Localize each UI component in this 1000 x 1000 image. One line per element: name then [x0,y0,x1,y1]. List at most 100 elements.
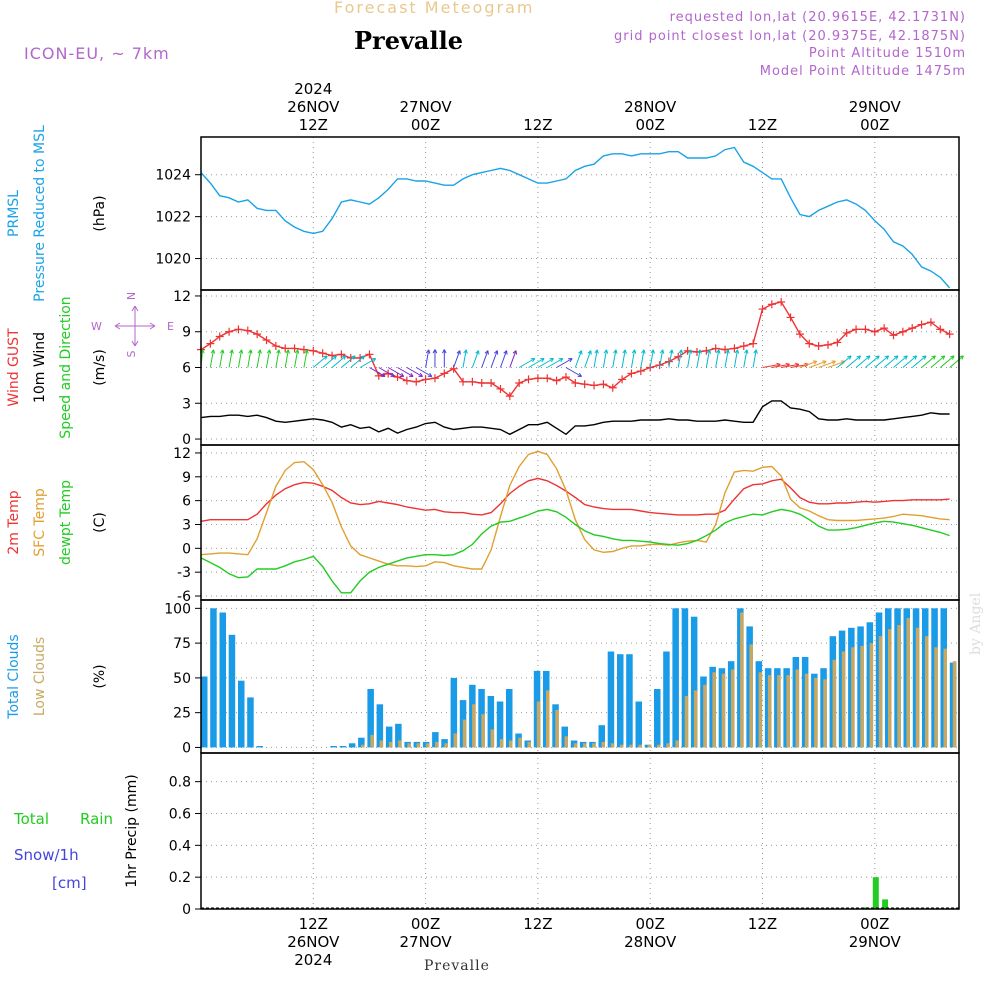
gust-marker [430,374,439,383]
total-cloud-bar [487,696,495,748]
gust-marker [842,328,851,337]
gust-marker [814,342,823,351]
wind-arrow [949,355,964,368]
panel-label: Low Clouds [32,637,48,716]
model-label: ICON-EU, ~ 7km [24,44,170,63]
y-tick-label: 0 [182,740,191,756]
wind-arrow-head [341,355,347,360]
wind-arrow [921,355,936,368]
compass-s: S [125,350,138,357]
low-cloud-bar [536,701,541,748]
wind-arrow [518,358,536,368]
gust-marker [795,330,804,339]
wind-arrow [799,360,817,368]
wind-arrow-head [380,372,386,377]
low-cloud-bar [398,740,402,748]
wind-arrow-head [530,358,536,363]
wind-arrow [752,349,757,368]
gust-marker [225,327,234,336]
wind-arrow-head [822,360,827,365]
meteogram-title: Forecast Meteogram [334,0,535,17]
low-cloud-bar [657,744,661,748]
time-label-bottom: 26NOV [287,933,340,951]
wind-arrow [677,349,682,368]
low-cloud-bar [730,669,735,748]
wind-arrow [715,349,720,368]
wind-arrow-head [220,349,225,354]
wind-arrow-head [812,360,818,365]
wind-arrow [397,367,414,377]
y-tick-label: 3 [182,517,191,533]
low-cloud-bar [638,744,642,748]
low-cloud-bar [509,740,513,748]
total-cloud-bar [330,746,337,748]
point-altitude: Point Altitude 1510m [808,46,966,61]
low-cloud-bar [740,612,744,748]
rain-bar [882,899,889,909]
low-cloud-bar [425,743,430,748]
low-cloud-bar [758,672,763,748]
wind-arrow-head [641,349,646,354]
wind-arrow-head [285,349,290,354]
gust-marker [936,325,945,334]
low-cloud-bar [906,618,910,748]
y-tick-label: 0.6 [169,806,191,822]
panel-label: Pressure Reduced to MSL [32,125,48,302]
y-tick-label: 0.4 [169,838,191,854]
wind-arrow-head [893,355,899,360]
compass-e: E [167,320,174,333]
low-cloud-bar [462,719,467,748]
wind-arrow-head [706,349,712,354]
gust-marker [561,373,570,382]
panel-label: Snow/1h [14,846,79,864]
footer-station: Prevalle [424,958,490,974]
wind-arrow [406,367,423,377]
wind-arrow [902,355,917,368]
total-cloud-bar [496,701,504,748]
gust-marker [758,305,767,314]
total-cloud-bar [441,739,448,748]
time-label-bottom: 28NOV [624,933,677,951]
gust-marker [674,352,683,361]
y-tick-label: 6 [182,361,191,377]
y-tick-label: -3 [177,565,191,581]
wind-arrow [818,360,836,368]
wind-arrow [453,350,461,368]
wind-arrow-head [622,349,627,354]
wind-arrow [724,349,729,368]
station-name: Prevalle [354,26,463,55]
low-cloud-bar [453,733,458,748]
y-tick-label: 1022 [155,210,191,226]
wind-arrow [846,355,861,368]
wind-arrow-head [540,358,545,363]
wind-arrow-head [442,349,447,354]
wind-arrow [425,349,430,368]
wind-arrow [322,355,337,368]
y-tick-label: 12 [173,446,191,462]
time-label-bottom: 00Z [411,915,440,933]
wind-arrow [602,349,607,368]
low-cloud-bar [703,684,707,748]
gust-marker [459,377,468,386]
y-tick-label: 100 [164,601,191,617]
gust-marker [608,383,617,392]
y-tick-label: 0 [182,541,191,557]
wind-arrow-head [613,349,618,354]
wind-arrow [256,349,261,368]
wind-arrow [369,367,386,377]
gust-marker [421,375,430,384]
total-cloud-bar [201,676,208,748]
gust-marker [898,327,907,336]
time-label-bottom: 12Z [299,915,328,933]
low-cloud-bar [925,636,929,748]
wind-arrow-head [229,349,234,354]
wind-arrow-head [484,350,489,355]
wind-arrow-head [577,372,583,377]
wind-arrow [809,360,827,368]
total-cloud-bar [607,651,615,748]
wind-arrow-head [456,350,461,355]
wind-arrow-head [594,349,599,354]
wind-arrow [294,349,299,368]
gust-marker [271,342,280,351]
